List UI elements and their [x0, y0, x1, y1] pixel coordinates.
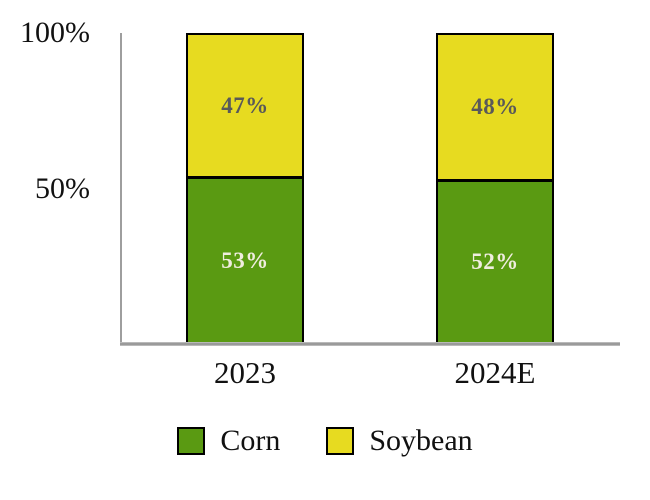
- plot-area: 53% 47% 52% 48%: [120, 33, 620, 346]
- y-axis-tick-labels: 100% 50%: [0, 16, 120, 344]
- x-category-labels: 2023 2024E: [120, 355, 620, 393]
- x-category-label-2024e: 2024E: [454, 355, 536, 390]
- data-label-soybean-2024e: 48%: [471, 94, 519, 120]
- segment-soybean-2024e: 48%: [438, 35, 552, 183]
- legend-swatch-soybean: [326, 427, 355, 455]
- legend-label-soybean: Soybean: [369, 424, 473, 457]
- segment-corn-2024e: 52%: [438, 182, 552, 342]
- legend-item-soybean: Soybean: [326, 424, 473, 458]
- data-label-corn-2024e: 52%: [471, 249, 519, 275]
- legend: Corn Soybean: [0, 424, 650, 458]
- segment-soybean-2023: 47%: [188, 35, 302, 180]
- y-tick-label: 100%: [20, 16, 90, 49]
- legend-swatch-corn: [177, 427, 206, 455]
- x-axis-line: [120, 342, 620, 346]
- y-tick-label: 50%: [35, 171, 90, 205]
- bar-2023: 53% 47%: [186, 33, 304, 344]
- data-label-corn-2023: 53%: [221, 247, 269, 273]
- y-axis-line: [120, 33, 122, 344]
- bar-2024e: 52% 48%: [436, 33, 554, 344]
- legend-item-corn: Corn: [177, 424, 280, 458]
- x-category-label-2023: 2023: [214, 355, 276, 390]
- segment-corn-2023: 53%: [188, 179, 302, 342]
- legend-label-corn: Corn: [220, 424, 281, 457]
- data-label-soybean-2023: 47%: [221, 92, 269, 118]
